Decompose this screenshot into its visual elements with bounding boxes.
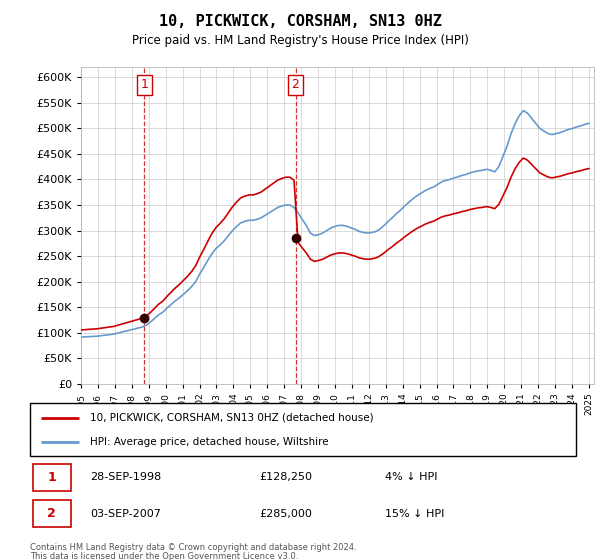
- Text: 28-SEP-1998: 28-SEP-1998: [90, 472, 161, 482]
- Text: £285,000: £285,000: [259, 508, 312, 519]
- Text: This data is licensed under the Open Government Licence v3.0.: This data is licensed under the Open Gov…: [30, 552, 298, 560]
- FancyBboxPatch shape: [33, 500, 71, 528]
- FancyBboxPatch shape: [33, 464, 71, 491]
- Text: 1: 1: [47, 471, 56, 484]
- Text: 4% ↓ HPI: 4% ↓ HPI: [385, 472, 437, 482]
- Text: HPI: Average price, detached house, Wiltshire: HPI: Average price, detached house, Wilt…: [90, 437, 329, 447]
- Text: 03-SEP-2007: 03-SEP-2007: [90, 508, 161, 519]
- Text: 1: 1: [140, 78, 148, 91]
- FancyBboxPatch shape: [30, 403, 576, 456]
- Text: 10, PICKWICK, CORSHAM, SN13 0HZ: 10, PICKWICK, CORSHAM, SN13 0HZ: [158, 14, 442, 29]
- Text: 15% ↓ HPI: 15% ↓ HPI: [385, 508, 444, 519]
- Text: Price paid vs. HM Land Registry's House Price Index (HPI): Price paid vs. HM Land Registry's House …: [131, 34, 469, 46]
- Text: 2: 2: [47, 507, 56, 520]
- Text: £128,250: £128,250: [259, 472, 313, 482]
- Text: 2: 2: [292, 78, 299, 91]
- Text: Contains HM Land Registry data © Crown copyright and database right 2024.: Contains HM Land Registry data © Crown c…: [30, 543, 356, 552]
- Text: 10, PICKWICK, CORSHAM, SN13 0HZ (detached house): 10, PICKWICK, CORSHAM, SN13 0HZ (detache…: [90, 413, 374, 423]
